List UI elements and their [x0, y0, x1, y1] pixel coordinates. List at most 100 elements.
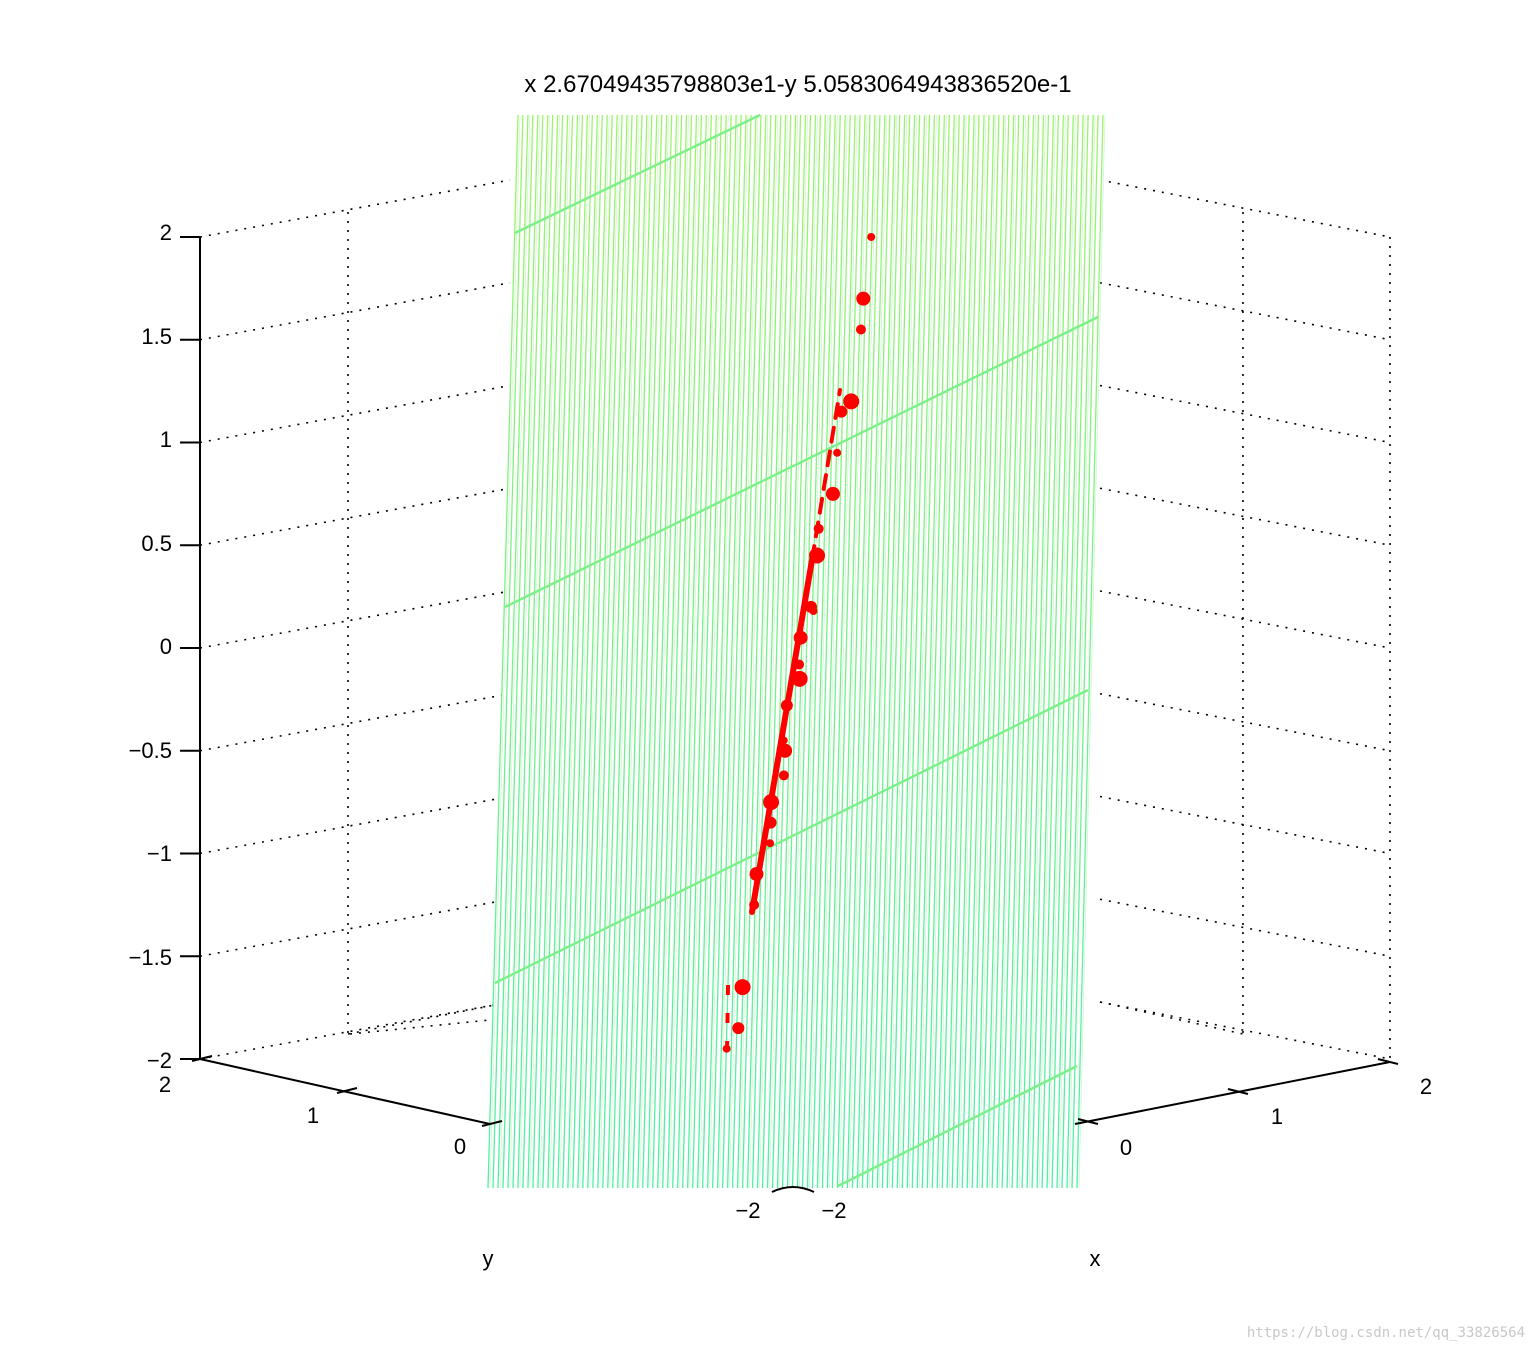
- surface-mesh-line: [1058, 114, 1086, 1189]
- surface-mesh-line: [968, 114, 997, 1189]
- surface-mesh-line: [679, 114, 709, 1189]
- surface-mesh-line: [811, 114, 841, 1189]
- surface-mesh-line: [876, 114, 906, 1189]
- data-point: [766, 839, 775, 848]
- grid-line: [199, 384, 511, 444]
- surface-mesh-line: [597, 114, 628, 1189]
- surface-mesh-line: [547, 114, 579, 1189]
- grid-line: [1099, 1001, 1244, 1035]
- surface-mesh-line: [649, 114, 679, 1189]
- surface-mesh-line: [557, 114, 589, 1189]
- surface-mesh-line: [926, 114, 955, 1189]
- surface-mesh-line: [1038, 114, 1066, 1189]
- surface-mesh-line: [806, 114, 836, 1189]
- surface-mesh-line: [886, 114, 916, 1189]
- watermark: https://blog.csdn.net/qq_33826564: [1247, 1325, 1525, 1341]
- surface-mesh-line: [1076, 114, 1104, 1189]
- z-tick-label: −0.5: [129, 738, 172, 763]
- chart-title: x 2.67049435798803e1-y 5.058306494383652…: [524, 71, 1071, 98]
- surface-mesh-line: [577, 114, 608, 1189]
- surface-mesh-line: [672, 114, 703, 1189]
- surface-mesh-line: [1056, 114, 1084, 1189]
- grid-line: [1099, 590, 1391, 649]
- surface-contour-line: [514, 113, 761, 235]
- surface-mesh-line: [612, 114, 643, 1189]
- grid-line: [199, 590, 511, 649]
- grid-line: [1099, 795, 1391, 855]
- surface-mesh-line: [931, 114, 960, 1189]
- surface-mesh-line: [667, 114, 698, 1189]
- grid-line: [1099, 384, 1391, 444]
- surface-mesh-line: [706, 114, 737, 1189]
- data-point: [833, 448, 842, 457]
- x-tick-mark: [1077, 1118, 1099, 1125]
- surface-mesh-line: [966, 114, 995, 1189]
- surface-mesh-line: [711, 114, 742, 1189]
- grid-line: [199, 692, 511, 752]
- surface-mesh-line: [682, 114, 712, 1189]
- surface-mesh-line: [986, 114, 1015, 1189]
- surface-mesh-line: [1021, 114, 1050, 1189]
- surface-mesh-line: [1018, 114, 1046, 1189]
- surface-mesh-line: [821, 114, 851, 1189]
- surface-mesh-line: [1068, 114, 1096, 1189]
- surface-mesh-line: [826, 114, 856, 1189]
- surface-mesh-line: [911, 114, 941, 1189]
- surface-mesh-line: [627, 114, 658, 1189]
- surface-mesh-line: [1031, 114, 1060, 1189]
- surface-mesh-line: [642, 114, 673, 1189]
- surface-mesh-line: [652, 114, 683, 1189]
- z-tick-label: 1.5: [141, 324, 172, 349]
- surface-mesh-line: [499, 114, 531, 1189]
- surface-mesh-line: [1046, 114, 1074, 1189]
- surface-mesh-line: [746, 114, 777, 1189]
- surface-mesh-line: [896, 114, 926, 1189]
- surface-mesh-line: [869, 114, 898, 1189]
- surface-mesh-line: [592, 114, 623, 1189]
- surface-mesh-line: [831, 114, 861, 1189]
- surface-mesh-line: [749, 114, 779, 1189]
- surface-mesh-line: [859, 114, 888, 1189]
- surface-mesh-line: [956, 114, 985, 1189]
- surface-mesh-line: [908, 114, 937, 1189]
- grid-line: [1099, 281, 1391, 341]
- surface-mesh-line: [687, 114, 717, 1189]
- surface-mesh-line: [829, 114, 858, 1189]
- surface-mesh-line: [1071, 114, 1099, 1189]
- surface-mesh-line: [761, 114, 792, 1189]
- surface-mesh-line: [1016, 114, 1045, 1189]
- surface-mesh-line: [487, 114, 519, 1189]
- surface-mesh-line: [978, 114, 1007, 1189]
- surface-mesh-line: [961, 114, 990, 1189]
- surface-mesh-line: [846, 114, 876, 1189]
- z-tick-label: 0.5: [141, 531, 172, 556]
- surface-mesh-line: [981, 114, 1010, 1189]
- surface-mesh-line: [549, 114, 580, 1189]
- z-tick-label: −2: [147, 1048, 172, 1073]
- data-point: [825, 486, 840, 501]
- z-tick-label: 0: [160, 634, 172, 659]
- surface-mesh-line: [766, 114, 797, 1189]
- grid-line: [1099, 487, 1391, 547]
- surface-mesh-line: [958, 114, 987, 1189]
- x-tick-label: 1: [1271, 1104, 1283, 1129]
- surface-mesh-line: [517, 114, 549, 1189]
- surface-mesh-line: [659, 114, 689, 1189]
- surface-mesh-line: [1078, 114, 1106, 1189]
- data-point: [867, 233, 876, 241]
- surface-mesh-line: [971, 114, 1000, 1189]
- grid-line: [199, 487, 511, 547]
- surface-mesh-line: [916, 114, 946, 1189]
- surface-mesh-line: [729, 114, 759, 1189]
- surface-mesh-line: [677, 114, 708, 1189]
- grid-line: [1099, 179, 1391, 238]
- surface-mesh-line: [587, 114, 618, 1189]
- surface-contour-line: [837, 1064, 1078, 1188]
- surface-mesh-line: [539, 114, 570, 1189]
- surface-mesh-line: [647, 114, 678, 1189]
- surface-mesh-line: [519, 114, 551, 1189]
- x-tick-label: −2: [821, 1198, 846, 1223]
- surface-mesh-line: [502, 114, 534, 1189]
- surface-mesh-line: [809, 114, 838, 1189]
- surface-mesh-line: [726, 114, 757, 1189]
